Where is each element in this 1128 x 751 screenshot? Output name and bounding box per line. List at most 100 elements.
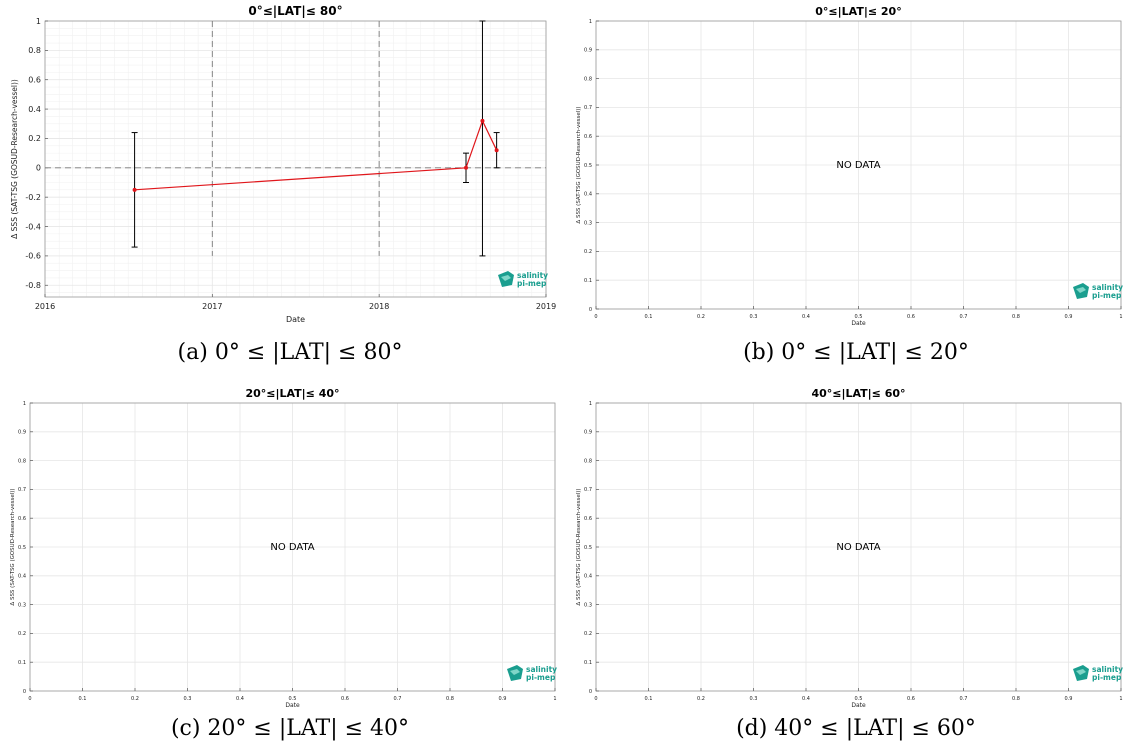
y-tick-label: 0.3 [584,220,592,226]
y-tick-label: 0.6 [28,76,41,85]
x-tick-label: 2019 [536,302,556,311]
y-tick-label: 0.3 [18,602,26,608]
chart-2: 0 0.1 0.2 0.3 0.4 0.5 0.6 0.7 0.8 0.9 1 0 0.1 0.2 0.3 0… [10,387,557,709]
x-tick-label: 0.8 [1012,314,1020,320]
y-tick-label: 0.5 [584,545,592,551]
y-tick-label: 0 [23,689,26,695]
y-axis-label: Δ SSS (SAT-TSG (GOSUD-Research-vessel)) [576,488,582,605]
x-tick-label: 0.6 [907,314,915,320]
x-tick-label: 0.6 [341,696,349,702]
logo-text-line1: salinity [1092,665,1123,674]
data-point [132,187,137,192]
x-tick-label: 0 [594,314,597,320]
y-tick-label: 0 [36,164,41,173]
y-tick-label: 0.4 [584,574,592,580]
y-tick-label: 0.6 [18,516,26,522]
x-tick-label: 1 [1119,696,1122,702]
no-data-label: NO DATA [270,542,314,553]
y-tick-label: 1 [23,401,26,407]
y-axis-label: Δ SSS (SAT-TSG (GOSUD-Research-vessel)) [10,79,19,239]
x-axis-label: Date [851,702,866,709]
x-tick-label: 0.3 [184,696,192,702]
x-tick-label: 0.6 [907,696,915,702]
x-tick-label: 2017 [202,302,222,311]
data-point [464,165,469,170]
logo-text-line1: salinity [1092,283,1123,292]
no-data-label: NO DATA [836,542,880,553]
x-tick-label: 0.7 [960,696,968,702]
y-axis-label: Δ SSS (SAT-TSG (GOSUD-Research-vessel)) [10,488,16,605]
x-tick-label: 1 [1119,314,1122,320]
salinity-logo-highlight [501,275,511,281]
data-point [494,148,499,153]
caption-d: (d) 40° ≤ |LAT| ≤ 60° [736,716,976,741]
y-tick-label: 0.8 [18,458,26,464]
x-axis-label: Date [286,315,305,324]
x-tick-label: 0.5 [289,696,297,702]
logo-text-line1: salinity [517,271,548,280]
y-tick-label: 0.7 [584,487,592,493]
caption-c: (c) 20° ≤ |LAT| ≤ 40° [170,716,410,741]
x-tick-label: 2016 [35,302,55,311]
x-axis-label: Date [851,320,866,327]
y-tick-label: -0.2 [25,193,41,202]
x-tick-label: 0.4 [236,696,244,702]
y-tick-label: 0.4 [584,192,592,198]
y-tick-label: -0.6 [25,252,41,261]
x-tick-label: 0.7 [960,314,968,320]
y-tick-label: 0 [589,307,592,313]
x-tick-label: 0.4 [802,696,810,702]
y-tick-label: 0.6 [584,134,592,140]
y-tick-label: 1 [36,17,41,26]
logo-text-line2: pi-mep [1092,291,1122,300]
x-tick-label: 0.9 [1065,314,1073,320]
series-line [134,119,498,191]
salinity-logo-highlight [1076,287,1086,293]
y-tick-label: 0.2 [18,631,26,637]
chart-title: 0°≤|LAT|≤ 20° [815,5,901,18]
x-tick-label: 0.2 [697,696,705,702]
logo-text-line2: pi-mep [517,279,547,288]
y-tick-label: 0.9 [584,48,592,54]
y-tick-label: -0.8 [25,281,41,290]
x-tick-label: 0.2 [131,696,139,702]
x-tick-label: 0.3 [750,314,758,320]
x-tick-label: 0.8 [1012,696,1020,702]
axes-box [44,20,547,298]
chart-title: 40°≤|LAT|≤ 60° [811,387,905,400]
x-tick-label: 0 [28,696,31,702]
logo-text-line2: pi-mep [526,673,556,682]
y-tick-label: 0.1 [584,278,592,284]
logo-text-line1: salinity [526,665,557,674]
y-tick-label: 0.8 [584,76,592,82]
y-tick-label: 0.5 [18,545,26,551]
x-tick-label: 0.8 [446,696,454,702]
salinity-logo-highlight [1076,669,1086,675]
x-tick-label: 0.1 [645,696,653,702]
no-data-label: NO DATA [836,160,880,171]
chart-0: 2016 2017 2018 2019 1 0.8 0.6 0.4 0.2 0 -0.2 -0.4 -0… [10,4,556,324]
chart-title: 0°≤|LAT|≤ 80° [248,4,342,18]
chart-title: 20°≤|LAT|≤ 40° [245,387,339,400]
y-tick-label: 0.9 [584,430,592,436]
x-tick-label: 0.9 [499,696,507,702]
x-tick-label: 0 [594,696,597,702]
y-tick-label: 0.1 [584,660,592,666]
y-tick-label: 0.4 [18,574,26,580]
x-tick-label: 0.1 [79,696,87,702]
y-tick-label: 0.8 [584,458,592,464]
y-tick-label: 0.4 [28,105,41,114]
y-axis-label: Δ SSS (SAT-TSG (GOSUD-Research-vessel)) [576,106,582,223]
x-tick-label: 2018 [369,302,389,311]
y-tick-label: 0.8 [28,46,41,55]
logo-text-line2: pi-mep [1092,673,1122,682]
x-tick-label: 0.9 [1065,696,1073,702]
y-tick-label: 0.5 [584,163,592,169]
x-axis-label: Date [285,702,300,709]
y-tick-label: 1 [589,401,592,407]
caption-b: (b) 0° ≤ |LAT| ≤ 20° [743,340,969,365]
